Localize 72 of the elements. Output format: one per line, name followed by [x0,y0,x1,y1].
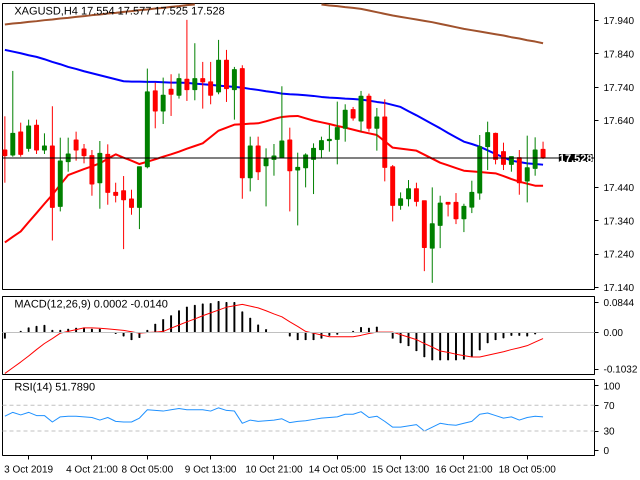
candlestick [121,176,126,250]
y-tick-label: 0.00 [604,328,624,339]
candlestick [438,195,443,249]
y-tick-label: 17.440 [604,182,635,194]
candlestick [303,152,308,188]
y-tick-label: 17.340 [604,216,635,228]
y-tick-label: 17.140 [604,283,635,294]
candlestick [318,136,324,159]
y-tick-label: 100 [604,381,621,392]
candlestick [129,189,134,216]
candlestick [446,202,451,217]
candlestick [461,203,466,233]
candlestick [311,142,316,195]
y-tick-label: 0.0844 [604,298,635,309]
x-tick-label: 9 Oct 13:00 [184,464,237,476]
y-tick-label: 17.840 [604,49,635,60]
candlestick [113,182,118,203]
candlestick [508,156,514,172]
candlestick [414,182,419,207]
candlestick [10,70,16,158]
candlestick [2,116,8,184]
candlestick [184,19,190,102]
candlestick [501,142,506,171]
candlestick [342,104,348,142]
chart-title: RSI(14) 51.7890 [14,382,96,394]
candlestick [208,61,214,105]
x-tick-label: 4 Oct 21:00 [66,464,118,476]
candlestick [176,73,182,100]
candlestick [192,42,198,101]
candlestick [406,180,411,207]
candlestick [42,132,47,155]
ref-line-label: 17.528 [558,153,593,166]
candlestick [279,86,284,158]
candlestick [232,66,237,120]
candlestick [326,124,332,152]
candlestick [200,61,206,110]
candlestick [334,101,340,165]
candlestick [168,74,174,116]
y-tick-label: 17.640 [604,116,635,128]
candlestick [469,180,474,214]
x-tick-label: 8 Oct 05:00 [121,464,174,476]
x-tick-label: 10 Oct 21:00 [245,464,304,476]
candlestick [454,192,458,225]
y-tick-label: 30 [604,426,616,438]
candlestick [82,143,86,164]
x-tick-label: 15 Oct 13:00 [372,464,430,476]
y-tick-label: 0 [604,446,610,457]
y-tick-label: 17.940 [604,16,635,28]
x-tick-label: 16 Oct 21:00 [435,464,493,476]
candlestick [532,136,538,176]
candlestick [398,192,404,210]
candlestick [18,122,24,158]
x-tick-label: 3 Oct 2019 [4,464,54,476]
candlestick [264,148,269,207]
candlestick [350,106,356,122]
y-tick-label: 17.740 [604,82,635,94]
candlestick [26,119,32,152]
x-tick-label: 18 Oct 05:00 [498,464,556,476]
candlestick [295,152,300,226]
candlestick [152,82,158,129]
y-tick-label: 70 [604,400,616,412]
chart-title: MACD(12,26,9) 0.0002 -0.0140 [14,298,168,310]
line-series [4,407,544,432]
candlestick [524,135,530,203]
x-tick-label: 14 Oct 05:00 [308,464,366,476]
candlestick [74,131,79,162]
candlestick [540,141,546,160]
candlestick [160,77,166,124]
y-tick-label: -0.1032 [604,364,638,376]
candlestick [374,107,380,152]
candlestick [485,121,490,171]
y-tick-label: 17.240 [604,250,635,261]
